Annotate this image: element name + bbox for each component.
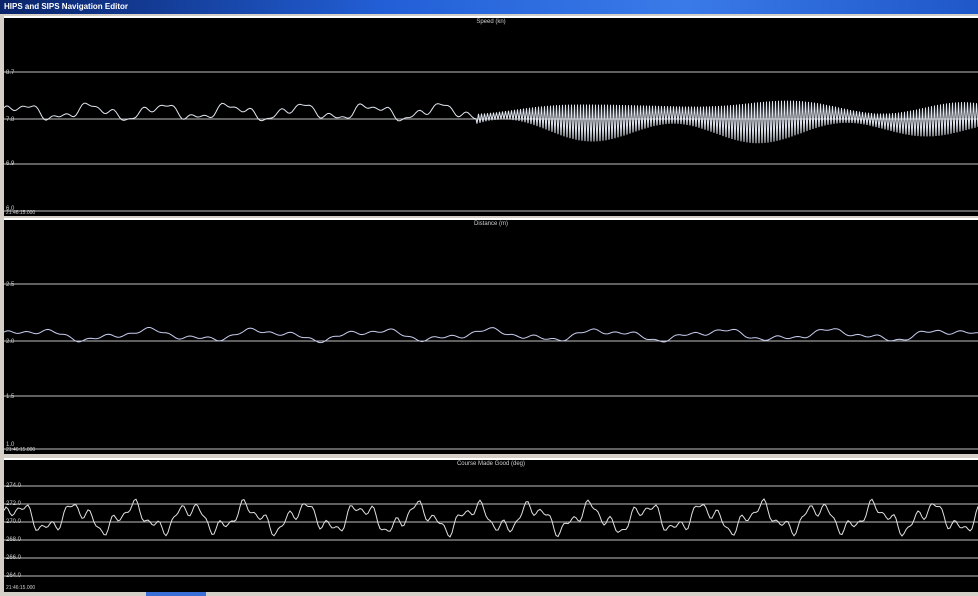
- speed-time-label: 21:46:15.000: [6, 210, 36, 216]
- distance-tick-label: 2.5: [6, 282, 15, 288]
- speed-tick-label: 8.7: [6, 70, 15, 76]
- distance-panel[interactable]: Distance (m) 2.5 2.0 1.5 1.0 21:46:15.00…: [4, 218, 978, 454]
- distance-time-label: 21:46:15.000: [6, 447, 36, 453]
- distance-panel-title: Distance (m): [473, 221, 508, 227]
- distance-tick-label: 1.0: [6, 442, 15, 448]
- speed-plot[interactable]: [4, 18, 978, 216]
- cmg-tick-label: 266.0: [6, 555, 22, 561]
- data-trace: [4, 327, 978, 344]
- cmg-panel[interactable]: Course Made Good (deg) 274.0 272.0 270.0…: [4, 458, 978, 592]
- speed-tick-label: 6.0: [6, 206, 15, 212]
- cmg-tick-label: 268.0: [6, 537, 22, 543]
- distance-tick-label: 1.5: [6, 394, 15, 400]
- data-trace: [4, 100, 978, 144]
- taskbar-button[interactable]: [146, 592, 206, 596]
- status-bar: [0, 592, 978, 596]
- distance-plot[interactable]: [4, 220, 978, 454]
- cmg-tick-label: 264.0: [6, 573, 22, 579]
- window-titlebar: HIPS and SIPS Navigation Editor: [0, 0, 978, 14]
- speed-tick-label: 7.8: [6, 117, 15, 123]
- cmg-plot[interactable]: [4, 460, 978, 592]
- distance-tick-label: 2.0: [6, 339, 15, 345]
- speed-panel-title: Speed (kn): [476, 19, 506, 25]
- cmg-panel-title: Course Made Good (deg): [456, 461, 526, 467]
- cmg-tick-label: 274.0: [6, 483, 22, 489]
- speed-tick-label: 6.9: [6, 161, 15, 167]
- cmg-time-label: 21:46:15.000: [6, 585, 36, 591]
- data-trace: [4, 498, 978, 538]
- window-title: HIPS and SIPS Navigation Editor: [4, 2, 129, 11]
- speed-panel[interactable]: Speed (kn) 8.7 7.8 6.9 6.0 21:46:15.000: [4, 16, 978, 216]
- cmg-tick-label: 270.0: [6, 519, 22, 525]
- cmg-tick-label: 272.0: [6, 501, 22, 507]
